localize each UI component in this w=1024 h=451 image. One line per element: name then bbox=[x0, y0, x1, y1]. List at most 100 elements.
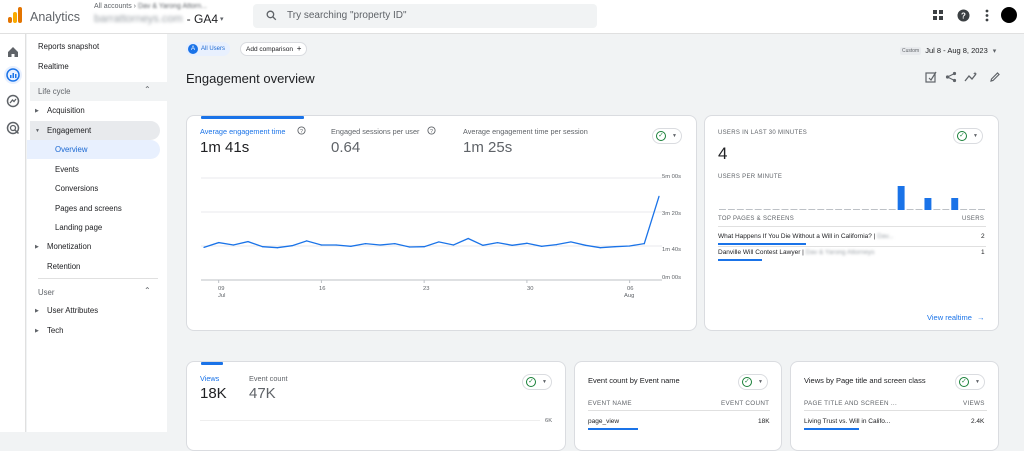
home-icon[interactable] bbox=[5, 44, 21, 60]
data-point bbox=[452, 244, 455, 246]
minute-bar bbox=[853, 209, 860, 210]
date-range-text: Jul 8 - Aug 8, 2023 bbox=[925, 46, 988, 55]
date-custom-badge: Custom bbox=[900, 46, 922, 55]
sidebar-item-monetization[interactable]: Monetization bbox=[47, 242, 92, 251]
gridline bbox=[200, 420, 540, 421]
minute-bar bbox=[781, 209, 789, 210]
plus-icon: + bbox=[296, 44, 302, 53]
sidebar-item-realtime[interactable]: Realtime bbox=[38, 62, 69, 71]
row-bar bbox=[718, 259, 762, 261]
expand-arrow-icon: ▶ bbox=[35, 108, 39, 114]
sidebar-item-landing-page[interactable]: Landing page bbox=[55, 223, 103, 232]
data-point bbox=[496, 242, 499, 244]
metric-label: Average engagement time per session bbox=[463, 127, 588, 136]
account-crumb-blurred: Dav & Yarong Attorn... bbox=[137, 3, 207, 10]
minute-bar bbox=[844, 209, 851, 210]
metric-label: Average engagement time bbox=[200, 127, 286, 136]
segment-label: All Users bbox=[201, 46, 226, 52]
overview-active-bg[interactable] bbox=[27, 140, 160, 159]
info-icon[interactable]: ? bbox=[427, 126, 436, 135]
data-quality-chip[interactable]: ✓ ▼ bbox=[522, 374, 552, 390]
info-icon[interactable]: ? bbox=[297, 126, 306, 135]
users-count: 1 bbox=[981, 249, 985, 256]
sidebar-item-tech[interactable]: Tech bbox=[47, 326, 64, 335]
sidebar-item-events[interactable]: Events bbox=[55, 165, 79, 174]
add-comparison-label: Add comparison bbox=[246, 46, 293, 53]
sidebar: Reports snapshot Realtime Life cycle ⌃ ▶… bbox=[27, 34, 187, 432]
data-point bbox=[232, 244, 234, 246]
page-text: What Happens If You Die Without a Will i… bbox=[718, 233, 878, 240]
metric-label: Event count bbox=[249, 374, 288, 383]
minute-bar bbox=[808, 209, 816, 210]
chevron-up-icon[interactable]: ⌃ bbox=[144, 85, 151, 94]
avatar[interactable] bbox=[1001, 7, 1017, 23]
minute-bar bbox=[951, 198, 959, 210]
analytics-logo[interactable] bbox=[8, 7, 22, 23]
chevron-down-icon: ▼ bbox=[758, 379, 763, 385]
reports-icon bbox=[6, 68, 20, 82]
share-icon[interactable] bbox=[945, 71, 957, 83]
customize-report-icon[interactable] bbox=[989, 71, 1001, 83]
search-icon bbox=[266, 10, 277, 21]
explore-icon[interactable] bbox=[5, 93, 21, 109]
x-tick: 23 bbox=[423, 286, 430, 292]
realtime-count: 4 bbox=[718, 144, 728, 163]
data-point bbox=[262, 246, 264, 248]
data-point bbox=[555, 244, 557, 246]
page-text: Danville Will Contest Lawyer | bbox=[718, 249, 806, 256]
view-realtime-link[interactable]: View realtime → bbox=[927, 313, 984, 322]
sidebar-item-acquisition[interactable]: Acquisition bbox=[47, 106, 85, 115]
data-quality-chip[interactable]: ✓ ▼ bbox=[953, 128, 983, 144]
minute-bar bbox=[933, 209, 941, 210]
expand-arrow-icon: ▶ bbox=[35, 328, 39, 334]
chevron-up-icon[interactable]: ⌃ bbox=[144, 286, 151, 295]
sidebar-item-reports-snapshot[interactable]: Reports snapshot bbox=[38, 42, 100, 51]
y-tick: 5m 00s bbox=[662, 174, 682, 180]
insights-icon[interactable] bbox=[964, 71, 978, 83]
segment-chip[interactable]: A All Users bbox=[186, 42, 231, 56]
sidebar-item-engagement[interactable]: Engagement bbox=[47, 126, 92, 135]
engagement-highlight[interactable] bbox=[30, 121, 160, 140]
sidebar-item-user-attributes[interactable]: User Attributes bbox=[47, 306, 99, 315]
divider bbox=[718, 246, 986, 247]
edit-comparison-icon[interactable] bbox=[925, 71, 937, 83]
account-picker[interactable]: All accounts › Dav & Yarong Attorn... ba… bbox=[94, 3, 224, 26]
x-tick: 06 bbox=[627, 286, 634, 292]
data-point bbox=[658, 195, 660, 197]
lifecycle-section[interactable] bbox=[30, 82, 187, 101]
sidebar-item-retention[interactable]: Retention bbox=[47, 262, 81, 271]
help-icon[interactable]: ? bbox=[957, 9, 970, 22]
sidebar-item-pages-and-screens[interactable]: Pages and screens bbox=[55, 204, 122, 213]
account-breadcrumb[interactable]: All accounts › Dav & Yarong Attorn... bbox=[94, 3, 224, 10]
data-quality-chip[interactable]: ✓ ▼ bbox=[738, 374, 768, 390]
data-quality-chip[interactable]: ✓ ▼ bbox=[652, 128, 682, 144]
sidebar-item-overview[interactable]: Overview bbox=[55, 145, 88, 154]
page-name: What Happens If You Die Without a Will i… bbox=[718, 233, 894, 240]
metric-label: Engaged sessions per user bbox=[331, 127, 420, 136]
data-point bbox=[247, 240, 249, 243]
page-views-card: Views by Page title and screen class ✓ ▼ … bbox=[790, 361, 999, 451]
check-icon: ✓ bbox=[526, 377, 536, 387]
data-point bbox=[599, 247, 601, 249]
expand-arrow-icon: ▶ bbox=[35, 244, 39, 250]
data-point bbox=[203, 246, 205, 248]
data-point bbox=[423, 246, 425, 248]
search-bar[interactable]: Try searching "property ID" bbox=[253, 4, 597, 28]
add-comparison-button[interactable]: Add comparison + bbox=[240, 42, 308, 56]
check-icon: ✓ bbox=[959, 377, 969, 387]
date-range-picker[interactable]: Custom Jul 8 - Aug 8, 2023 ▾ bbox=[900, 46, 996, 55]
minute-bar bbox=[745, 209, 753, 210]
data-point bbox=[320, 244, 323, 246]
apps-icon[interactable] bbox=[932, 9, 944, 21]
data-point bbox=[218, 242, 220, 244]
check-icon: ✓ bbox=[656, 131, 666, 141]
advertising-icon[interactable] bbox=[5, 120, 21, 136]
user-section-label: User bbox=[38, 288, 55, 297]
reports-icon-bg[interactable] bbox=[4, 66, 22, 84]
more-vert-icon[interactable] bbox=[985, 9, 989, 22]
sidebar-item-conversions[interactable]: Conversions bbox=[55, 184, 99, 193]
search-placeholder: Try searching "property ID" bbox=[287, 10, 407, 21]
row-bar bbox=[804, 428, 859, 430]
x-tick-month: Jul bbox=[218, 293, 226, 299]
data-quality-chip[interactable]: ✓ ▼ bbox=[955, 374, 985, 390]
